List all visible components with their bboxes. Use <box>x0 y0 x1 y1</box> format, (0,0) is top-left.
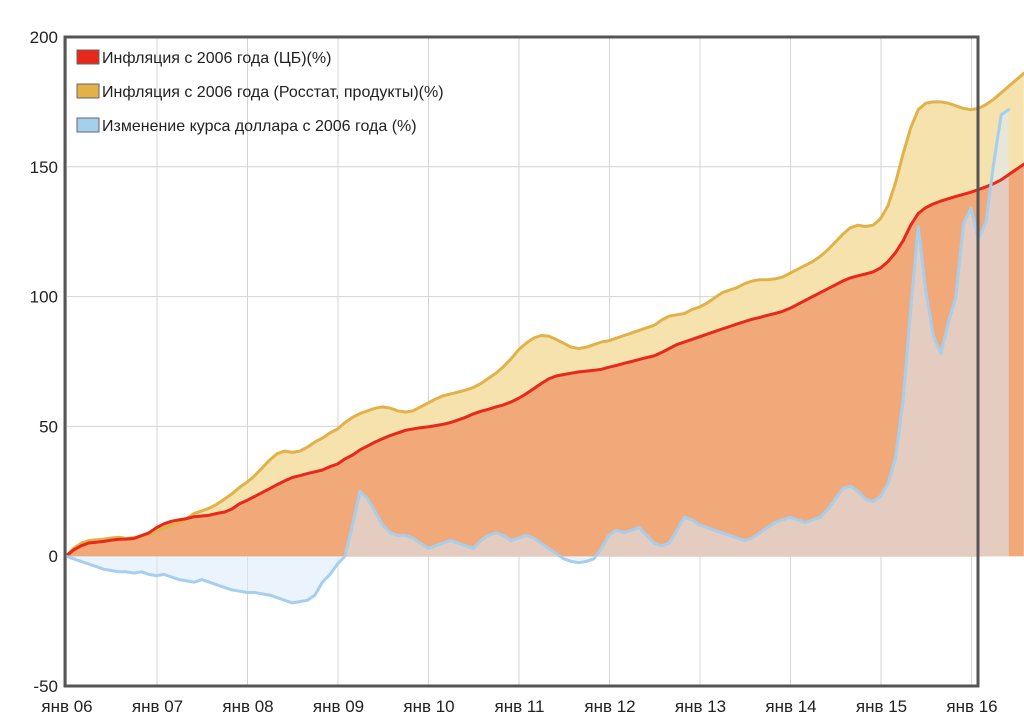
x-tick-label: янв 06 <box>41 697 92 716</box>
x-tick-label: янв 16 <box>946 697 997 716</box>
chart-areas <box>66 73 1024 603</box>
area-inflation-cb <box>66 164 1024 557</box>
x-axis-ticks: янв 06 янв 07 янв 08 янв 09 янв 10 янв 11 янв … <box>41 697 997 716</box>
legend[interactable]: Инфляция с 2006 года (ЦБ)(%) Инфляция с 2… <box>76 49 444 135</box>
legend-swatch-inflation-cb <box>76 49 100 65</box>
line-inflation-cb <box>64 162 1024 558</box>
x-tick-label: янв 12 <box>584 697 635 716</box>
y-tick-label: 200 <box>30 28 58 47</box>
x-tick-label: янв 07 <box>132 697 183 716</box>
line-usd-change <box>64 108 1011 605</box>
y-tick-label: 100 <box>30 288 58 307</box>
x-tick-label: янв 08 <box>222 697 273 716</box>
legend-swatch-inflation-rosstat <box>76 83 100 99</box>
legend-label-usd-change: Изменение курса доллара с 2006 года (%) <box>102 118 417 135</box>
plot-border <box>63 35 980 688</box>
legend-label-inflation-cb: Инфляция с 2006 года (ЦБ)(%) <box>102 50 331 67</box>
x-tick-label: янв 10 <box>403 697 454 716</box>
y-tick-label: 150 <box>30 158 58 177</box>
y-tick-label: 50 <box>39 417 58 436</box>
x-tick-label: янв 15 <box>856 697 907 716</box>
y-tick-label: -50 <box>33 677 58 696</box>
x-tick-label: янв 11 <box>495 697 545 716</box>
legend-swatch-usd-change <box>76 117 100 133</box>
plot-frame <box>63 35 980 688</box>
chart-lines <box>64 71 1024 605</box>
line-inflation-rosstat <box>64 71 1024 558</box>
y-axis-ticks: -50 0 50 100 150 200 <box>30 28 58 696</box>
x-tick-label: янв 09 <box>313 697 364 716</box>
x-tick-label: янв 14 <box>765 697 816 716</box>
legend-label-inflation-rosstat: Инфляция с 2006 года (Росстат, продукты)… <box>102 84 444 101</box>
area-usd-change <box>66 109 1009 603</box>
y-tick-label: 0 <box>49 547 58 566</box>
x-tick-label: янв 13 <box>675 697 726 716</box>
